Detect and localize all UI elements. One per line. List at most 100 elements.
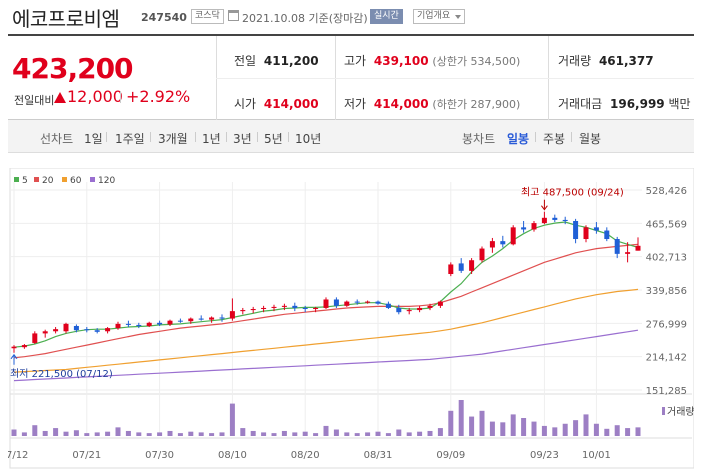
period-divider: [535, 132, 536, 142]
candle-body: [541, 217, 547, 224]
volume-bar: [271, 433, 277, 436]
period-divider: [195, 132, 196, 142]
volume-bar: [32, 425, 38, 436]
candle-monthly[interactable]: 월봉: [579, 132, 602, 146]
volume-bar: [344, 432, 350, 436]
open-value: 414,000: [263, 97, 319, 111]
volume-bar: [396, 429, 402, 436]
open-price: 시가 414,000: [234, 95, 319, 112]
low-price: 저가 414,000 (하한가 287,900): [344, 95, 520, 112]
volume-bar: [448, 410, 454, 436]
volume-bar: [313, 433, 319, 436]
period-divider: [150, 132, 151, 142]
candle-body: [489, 241, 495, 248]
x-tick-label: 07/12: [8, 450, 28, 461]
candle-daily[interactable]: 일봉: [507, 132, 530, 146]
candle-body: [437, 301, 443, 306]
line-chart-label: 선차트: [40, 132, 74, 146]
candle-body: [531, 223, 537, 230]
price-chart[interactable]: 528,426 465,569 402,713 339,856 276,999 214,1…: [0, 167, 695, 475]
chart-frame: [9, 167, 695, 469]
volume-bar: [573, 420, 579, 436]
volume-bar: [21, 432, 27, 436]
chart-period-bar: 선차트 1일 1주일 3개월 1년 3년 5년 10년 봉차트 일봉 주봉 월봉: [8, 120, 694, 153]
high-annotation: 최고 487,500 (09/24): [521, 187, 624, 199]
upper-limit: (상한가 534,500): [432, 55, 521, 68]
high-label: 고가: [344, 54, 367, 68]
candle-body: [573, 220, 579, 240]
volume-legend-label: 거래량: [667, 406, 694, 418]
company-info-dropdown[interactable]: 기업개요: [413, 9, 466, 24]
volume-bar: [136, 432, 142, 436]
candle-body: [396, 307, 402, 313]
volume-bar: [115, 427, 121, 436]
candle-body: [146, 322, 152, 326]
period-divider: [226, 132, 227, 142]
y-tick-label: 151,285: [646, 386, 687, 397]
high-value: 439,100: [373, 54, 429, 68]
candle-body: [281, 305, 287, 307]
period-10y[interactable]: 10년: [295, 132, 322, 146]
candle-body: [94, 330, 100, 332]
period-1w[interactable]: 1주일: [115, 132, 145, 146]
period-1d[interactable]: 1일: [84, 132, 103, 146]
candle-body: [593, 227, 599, 231]
volume-bar: [188, 431, 194, 436]
volume-bar: [437, 428, 443, 436]
quote-panel: 423,200 전일대비 12,000 +2.92% 전일 411,200 고가…: [8, 34, 695, 121]
period-1y[interactable]: 1년: [202, 132, 221, 146]
candle-body: [479, 248, 485, 261]
volume-bar: [84, 433, 90, 436]
candle-body: [84, 329, 90, 331]
candle-weekly[interactable]: 주봉: [543, 132, 566, 146]
y-tick-label: 528,426: [646, 186, 687, 197]
candle-body: [562, 219, 568, 221]
realtime-button[interactable]: 실시간: [370, 9, 403, 24]
candle-body: [73, 325, 79, 331]
volume-bar: [541, 425, 547, 436]
volume-bar: [240, 428, 246, 436]
period-divider: [257, 132, 258, 142]
candle-body: [302, 307, 308, 310]
period-3m[interactable]: 3개월: [158, 132, 188, 146]
change-label: 전일대비: [14, 94, 55, 107]
volume-bar: [209, 433, 215, 436]
moving-average-ma60: [13, 288, 639, 373]
legend-label: 60: [70, 176, 82, 186]
trade-amount: 거래대금 196,999 백만: [558, 95, 695, 112]
legend-swatch: [34, 177, 39, 182]
volume-bar: [365, 432, 371, 436]
calendar-icon: [228, 10, 239, 21]
x-tick-label: 08/10: [218, 450, 247, 461]
volume: 거래량 461,377: [558, 52, 654, 69]
candle-body: [198, 318, 204, 320]
period-3y[interactable]: 3년: [233, 132, 252, 146]
x-tick-label: 10/01: [582, 450, 611, 461]
candle-body: [427, 305, 433, 308]
period-5y[interactable]: 5년: [264, 132, 283, 146]
candle-body: [313, 307, 319, 310]
prev-close: 전일 411,200: [234, 52, 319, 69]
quote-row-divider: [216, 78, 694, 79]
volume-bar: [302, 431, 308, 436]
candle-body: [385, 303, 391, 308]
candle-body: [229, 311, 235, 319]
volume-bar: [157, 432, 163, 436]
volume-bar: [635, 427, 641, 436]
candle-body: [177, 320, 183, 322]
volume-bar: [354, 433, 360, 436]
candle-body: [604, 230, 610, 240]
volume-bar: [552, 427, 558, 436]
up-arrow-icon: [54, 92, 66, 103]
volume-bar: [73, 430, 79, 436]
candle-body: [333, 299, 339, 306]
candle-body: [406, 310, 412, 312]
quote-date: 2021.10.08 기준(장마감): [242, 12, 368, 25]
volume-bar: [105, 431, 111, 436]
volume-bar: [323, 425, 329, 436]
candle-body: [11, 346, 17, 349]
candle-body: [42, 331, 48, 334]
volume-bar: [167, 430, 173, 436]
candle-body: [188, 318, 194, 322]
volume-bar: [94, 432, 100, 436]
